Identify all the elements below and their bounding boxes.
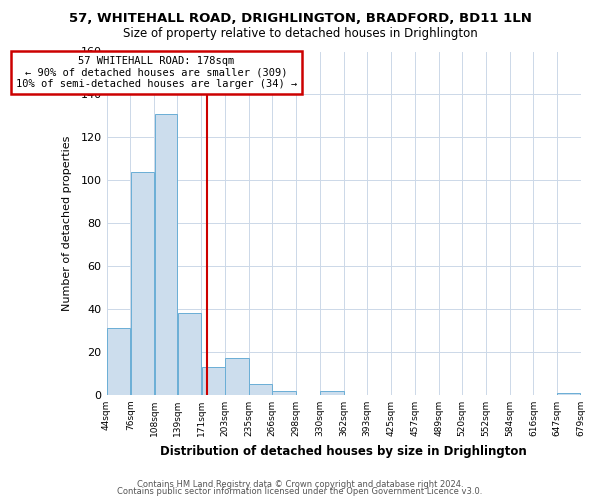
Text: Contains public sector information licensed under the Open Government Licence v3: Contains public sector information licen… [118,487,482,496]
Bar [272,390,296,395]
Bar [557,393,580,395]
X-axis label: Distribution of detached houses by size in Drighlington: Distribution of detached houses by size … [160,444,527,458]
Bar [250,384,272,395]
Text: Size of property relative to detached houses in Drighlington: Size of property relative to detached ho… [122,28,478,40]
Bar [155,114,177,395]
Bar [202,367,225,395]
Bar [226,358,249,395]
Bar [107,328,130,395]
Bar [131,172,154,395]
Text: 57, WHITEHALL ROAD, DRIGHLINGTON, BRADFORD, BD11 1LN: 57, WHITEHALL ROAD, DRIGHLINGTON, BRADFO… [68,12,532,26]
Bar [320,390,344,395]
Text: 57 WHITEHALL ROAD: 178sqm
← 90% of detached houses are smaller (309)
10% of semi: 57 WHITEHALL ROAD: 178sqm ← 90% of detac… [16,56,297,89]
Y-axis label: Number of detached properties: Number of detached properties [62,136,72,311]
Bar [178,314,201,395]
Text: Contains HM Land Registry data © Crown copyright and database right 2024.: Contains HM Land Registry data © Crown c… [137,480,463,489]
